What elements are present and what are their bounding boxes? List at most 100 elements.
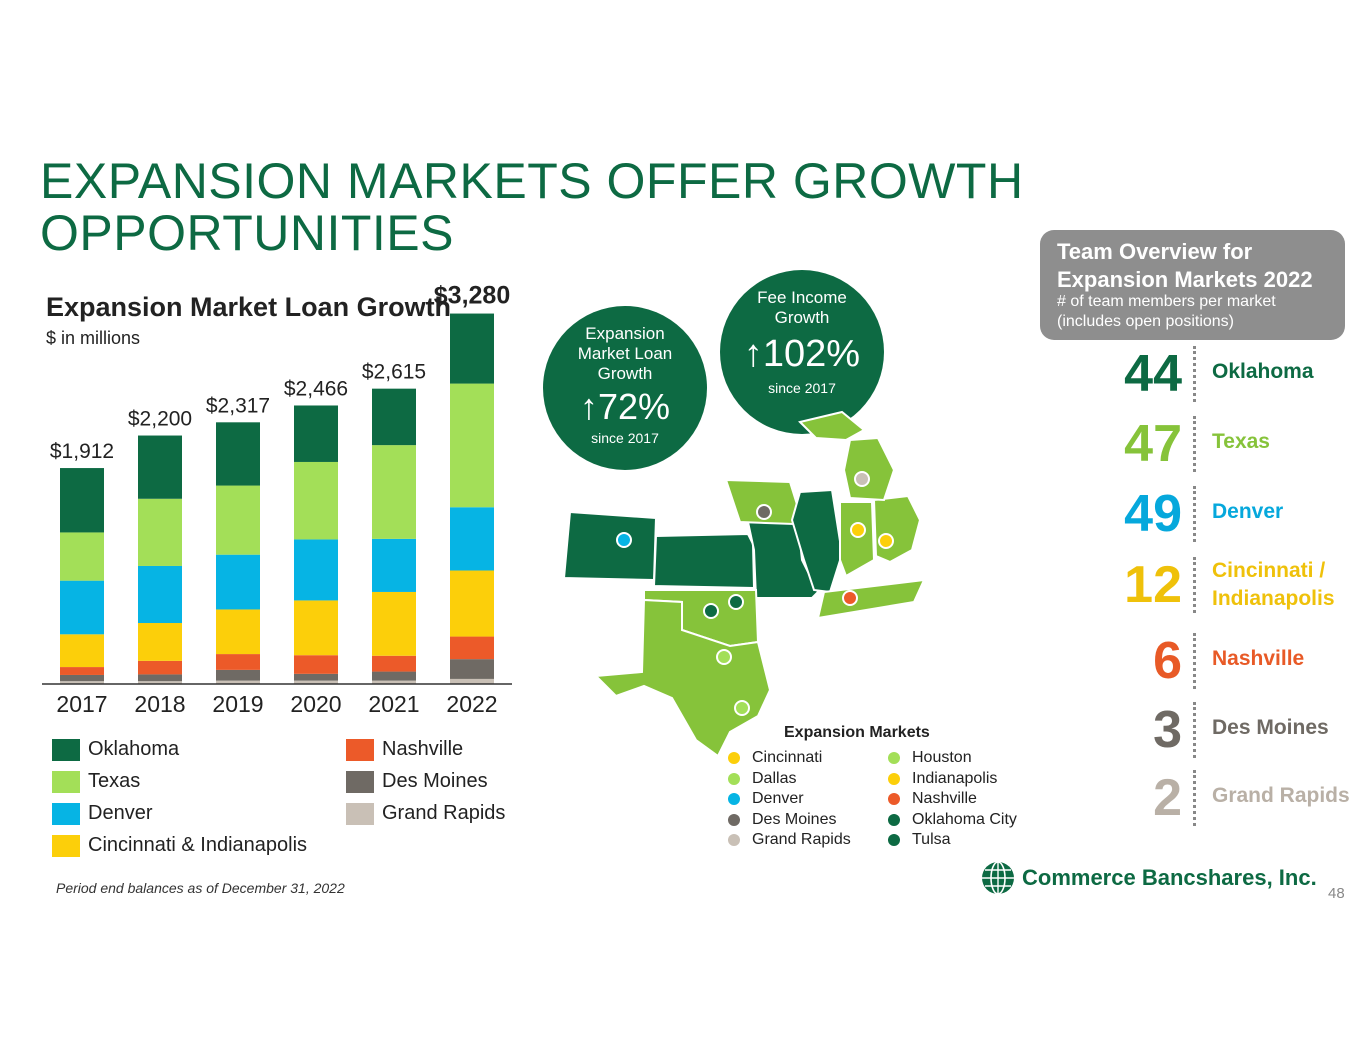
bar-2021-grand-rapids [372,680,416,684]
fee-income-value: ↑102% [743,333,861,375]
bar-2020-denver [294,539,338,601]
bar-total-label-2022: $3,280 [434,282,510,310]
fee-income-bubble: Fee Income Growth ↑102% since 2017 [720,270,884,434]
map-dot-des-moines [756,504,772,520]
map-legend-item-grand-rapids: Grand Rapids [728,831,851,849]
bar-total-label-2018: $2,200 [128,408,192,431]
team-count: 47 [1124,415,1182,473]
bar-2019-texas [216,485,260,555]
bar-2021-texas [372,445,416,539]
legend-label: Denver [88,802,153,824]
legend-label: Grand Rapids [382,802,506,824]
team-row-cincinnati-indianapolis: 12 Cincinnati / Indianapolis [1040,553,1360,617]
bar-2022-cincinnati-indianapolis [450,570,494,637]
legend-item-nashville: Nashville [346,738,463,761]
map-legend-item-dallas: Dallas [728,770,796,788]
loan-growth-bubble: Expansion Market Loan Growth ↑72% since … [543,306,707,470]
bar-2018-oklahoma [138,435,182,499]
legend-label: Cincinnati & Indianapolis [88,834,308,856]
team-row-divider [1193,416,1196,472]
legend-label: Oklahoma [88,738,180,760]
bar-2019-nashville [216,654,260,670]
legend-item-denver: Denver [52,802,152,825]
team-count: 2 [1153,769,1182,827]
map-dot-houston [734,700,750,716]
map-dot-denver [616,532,632,548]
map-legend-item-tulsa: Tulsa [888,831,951,849]
map-legend-dot [728,793,740,805]
map-state-michigan [842,436,896,502]
map-legend-dot [888,793,900,805]
bar-2021-oklahoma [372,388,416,446]
map-legend-dot [728,772,740,785]
team-market-name: Cincinnati / Indianapolis [1212,559,1335,610]
team-overview-subtitle: # of team members per market (includes o… [1057,293,1276,330]
team-market-name: Nashville [1212,647,1305,670]
map-state-ohio [872,494,922,564]
map-legend-label: Indianapolis [912,769,998,787]
loan-growth-since: since 2017 [591,430,659,446]
bar-2022-des-moines [450,659,494,679]
bar-2019-oklahoma [216,422,260,486]
company-name: Commerce Bancshares, Inc. [1022,865,1317,890]
page-title-line1: EXPANSION MARKETS OFFER GROWTH [40,153,1024,209]
x-tick-label-2020: 2020 [290,691,341,717]
bar-2017-denver [60,580,104,635]
bar-2021-des-moines [372,671,416,681]
bar-2019-grand-rapids [216,680,260,684]
map-dot-dallas [716,649,732,665]
chart-title: Expansion Market Loan Growth [46,292,452,322]
x-tick-label-2021: 2021 [368,691,419,717]
bar-2020-des-moines [294,673,338,681]
team-count: 49 [1124,485,1182,543]
team-overview-header: Team Overview for Expansion Markets 2022… [1040,230,1345,340]
bar-2022-nashville [450,636,494,660]
bar-2021-cincinnati-indianapolis [372,591,416,656]
loan-growth-chart: $1,912 2017 $2,200 2018 $2,317 2019 $2,466 2020… [42,282,512,717]
bar-2018-grand-rapids [138,681,182,684]
expansion-map [562,410,926,758]
bar-2020-nashville [294,655,338,674]
map-dot-indianapolis [850,522,866,538]
legend-swatch [52,738,80,761]
team-count: 44 [1124,345,1182,403]
bar-2018-texas [138,498,182,566]
map-dot-grand-rapids [854,471,870,487]
x-tick-label-2019: 2019 [212,691,263,717]
legend-swatch [52,770,80,793]
bar-2017-grand-rapids [60,681,104,684]
team-row-divider [1193,770,1196,826]
map-state-illinois [790,488,844,594]
bar-2022-denver [450,507,494,571]
bar-2017-texas [60,532,104,581]
loan-growth-label: Expansion Market Loan Growth [577,324,673,383]
x-tick-label-2017: 2017 [56,691,107,717]
map-state-colorado [562,510,658,582]
legend-item-oklahoma: Oklahoma [52,738,179,761]
fee-income-label: Fee Income Growth [757,288,847,327]
bar-total-label-2019: $2,317 [206,394,270,417]
bar-2017-cincinnati-indianapolis [60,634,104,668]
bar-2018-des-moines [138,674,182,682]
team-market-name: Oklahoma [1212,360,1314,383]
team-overview-title: Team Overview for Expansion Markets 2022 [1057,239,1313,292]
map-state-indiana [839,501,876,578]
bar-2019-cincinnati-indianapolis [216,609,260,655]
bar-2021-nashville [372,655,416,672]
legend-swatch [52,802,80,825]
chart-subtitle: $ in millions [46,328,141,348]
map-legend-dot [728,752,740,764]
map-state-tennessee [816,578,926,620]
team-market-name: Texas [1212,430,1270,453]
map-legend-dot [888,752,900,764]
team-count: 3 [1153,701,1182,759]
team-row-grand-rapids: 2 Grand Rapids [1040,766,1360,830]
team-row-oklahoma: 44 Oklahoma [1040,342,1360,406]
map-legend-label: Tulsa [912,831,951,848]
x-tick-label-2022: 2022 [446,691,497,717]
bar-2019-des-moines [216,669,260,681]
bar-2018-cincinnati-indianapolis [138,623,182,661]
legend-item-cincinnati-indianapolis: Cincinnati & Indianapolis [52,834,307,857]
map-legend-label: Houston [912,749,972,766]
map-legend-label: Nashville [912,790,977,807]
